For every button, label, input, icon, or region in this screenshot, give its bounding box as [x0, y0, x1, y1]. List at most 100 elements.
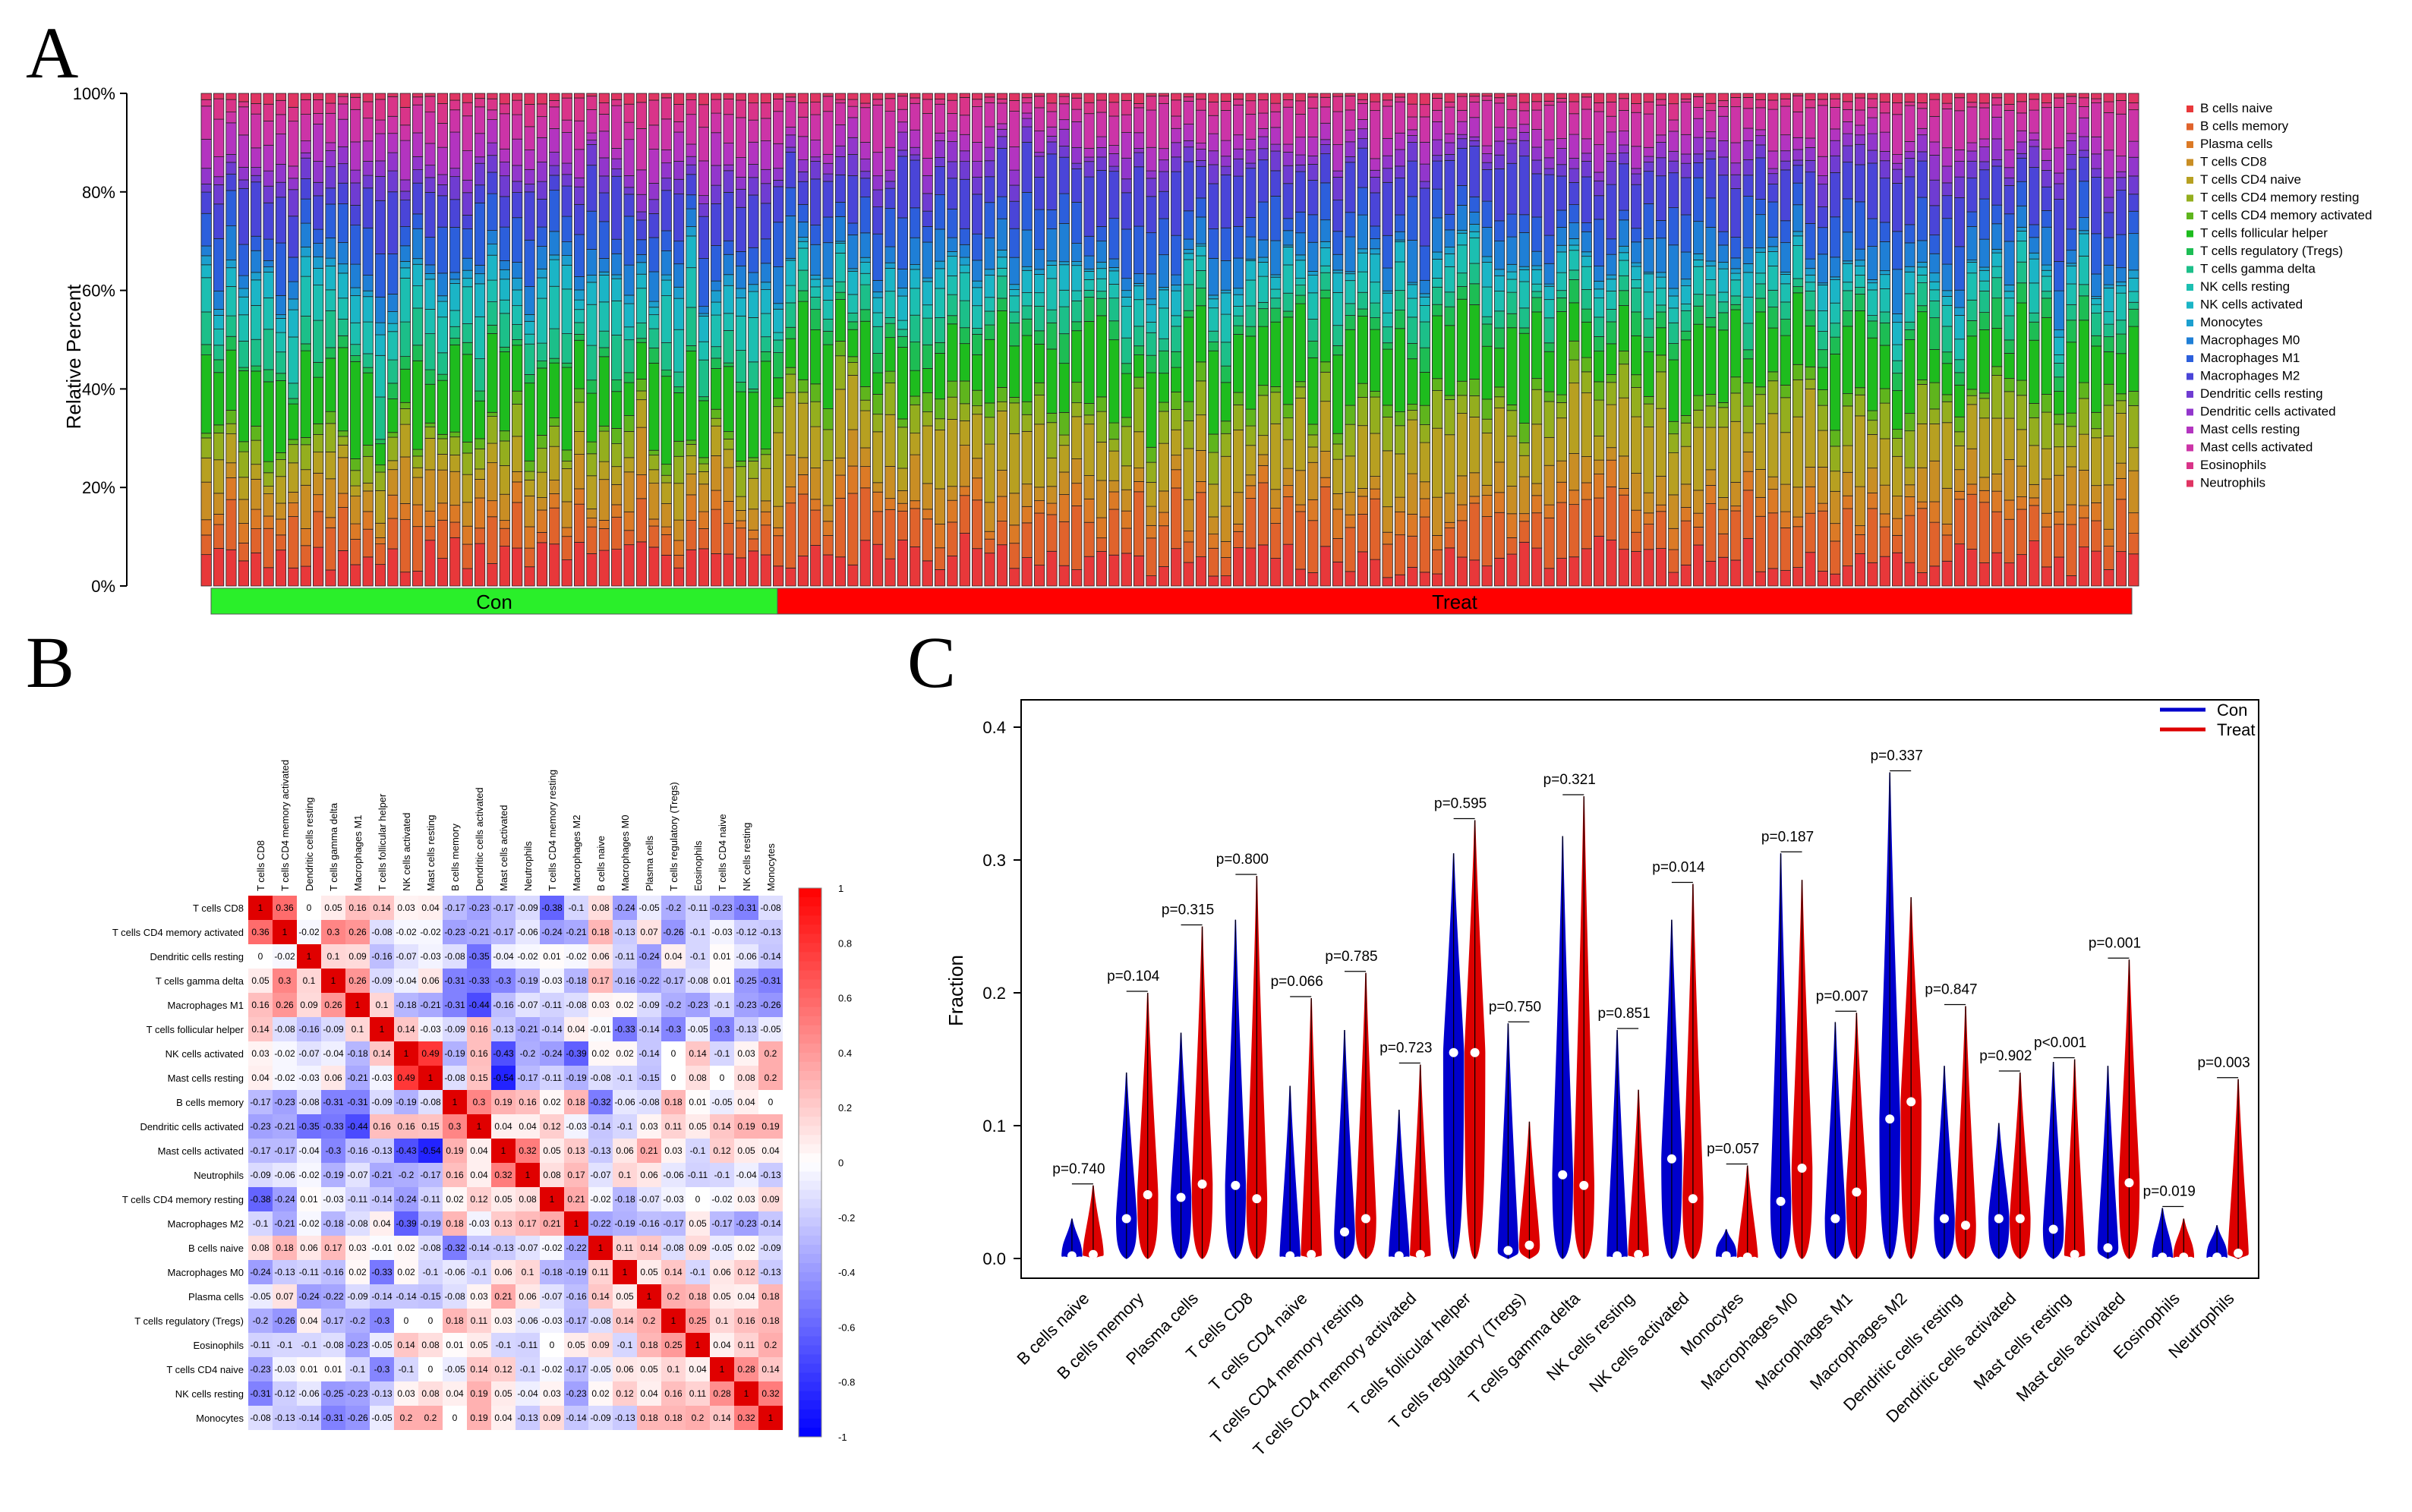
panel-a-bar-segment — [1357, 383, 1369, 398]
panel-a-bar-segment — [1742, 349, 1754, 360]
panel-a-bar-segment — [2115, 285, 2127, 294]
panel-a-bar-segment — [1941, 534, 1953, 562]
panel-a-bar-segment — [1817, 105, 1828, 157]
panel-a-bar-segment — [1717, 100, 1729, 107]
panel-a-bar-segment — [449, 471, 461, 506]
panel-b-cell-value: -0.22 — [590, 1218, 611, 1229]
panel-b-cell-value: 0.11 — [665, 1121, 683, 1132]
panel-b-cell-value: 0.06 — [616, 1364, 634, 1375]
panel-a-bar-segment — [1096, 298, 1108, 317]
panel-a-bar-segment — [735, 528, 747, 559]
panel-a-bar-segment — [810, 279, 821, 288]
panel-a-bar-segment — [1370, 329, 1381, 392]
panel-b-cell-value: 1 — [452, 1097, 458, 1107]
panel-a-bar-segment — [1320, 265, 1331, 273]
panel-a-bar-segment — [1171, 455, 1182, 471]
panel-a-bar-segment — [487, 324, 498, 334]
panel-b-cell-value: 0.06 — [713, 1267, 731, 1277]
panel-a-bar-segment — [1755, 107, 1767, 131]
panel-a-bar-segment — [213, 309, 225, 316]
panel-a-bar-segment — [1817, 389, 1828, 406]
panel-a-bar-segment — [2004, 103, 2015, 111]
panel-a-bar-segment — [934, 194, 946, 230]
panel-a-bar-segment — [1805, 552, 1816, 587]
panel-b-colorbar-tick: 1 — [838, 883, 843, 894]
panel-a-bar-segment — [1506, 143, 1518, 164]
panel-a-bar-segment — [822, 173, 834, 182]
panel-a-bar-segment — [922, 411, 933, 427]
panel-a-bar-segment — [1606, 343, 1617, 375]
panel-a-bar-segment — [1432, 535, 1443, 550]
panel-b-cell — [710, 920, 734, 944]
panel-a-bar-segment — [2053, 199, 2065, 262]
panel-b-cell — [467, 1406, 491, 1430]
panel-b-cell — [443, 1236, 467, 1260]
panel-b-colorbar-step — [799, 1107, 821, 1117]
panel-b-cell-value: -0.13 — [760, 1267, 781, 1277]
panel-a-bar-segment — [1792, 182, 1804, 206]
panel-a-bar-segment — [1581, 222, 1592, 232]
panel-a-bar-segment — [462, 115, 473, 152]
panel-a-bar-segment — [834, 355, 847, 390]
panel-a-bar-segment — [1830, 140, 1841, 156]
panel-b-correlation-heatmap: 1 0.36 0 0.05 0.16 0.14 0.03 0.04 -0.17 -0.23 -0.1… — [112, 760, 856, 1443]
panel-a-bar-segment — [2053, 261, 2065, 291]
panel-a-bar-segment — [698, 216, 709, 259]
panel-a-bar-segment — [399, 260, 411, 269]
panel-a-bar-segment — [1232, 294, 1244, 307]
panel-a-bar-segment — [350, 204, 361, 226]
panel-a-bar-segment — [1929, 424, 1941, 461]
panel-a-bar-segment — [1033, 131, 1045, 153]
panel-a-bar-segment — [1096, 442, 1108, 481]
panel-a-bar-segment — [1071, 483, 1083, 506]
panel-a-bar-segment — [1357, 425, 1369, 489]
panel-a-bar-segment — [1257, 435, 1269, 455]
panel-a-bar-segment — [1133, 481, 1145, 493]
panel-a-bar-segment — [797, 237, 809, 242]
panel-a-bar-segment — [1083, 176, 1095, 237]
panel-a-bar-segment — [387, 311, 399, 324]
panel-b-cell-value: 0.26 — [348, 927, 367, 937]
panel-a-bar-segment — [1730, 279, 1742, 297]
panel-a-bar-segment — [785, 101, 796, 128]
panel-a-bar-segment — [859, 410, 871, 449]
panel-a-bar-segment — [1904, 176, 1915, 225]
panel-b-cell-value: -0.06 — [517, 927, 538, 937]
panel-a-bar-segment — [251, 509, 262, 529]
panel-b-cell-value: 1 — [404, 1048, 409, 1059]
panel-a-bar-segment — [1817, 184, 1828, 207]
panel-a-bar-segment — [1481, 200, 1493, 228]
panel-b-cell — [758, 1139, 783, 1163]
panel-a-bar-segment — [785, 151, 796, 188]
panel-a-bar-segment — [1879, 526, 1890, 557]
panel-c-violin-con-median — [1940, 1214, 1949, 1224]
panel-a-bar-segment — [412, 571, 424, 587]
panel-a-bar-segment — [1033, 249, 1045, 270]
panel-a-bar-segment — [748, 141, 759, 165]
panel-b-cell-value: 1 — [380, 1024, 385, 1035]
panel-a-bar-segment — [1469, 102, 1480, 118]
panel-a-bar-segment — [2091, 428, 2102, 439]
panel-a-bar-segment — [1046, 260, 1058, 266]
panel-b-cell-value: 0 — [720, 1073, 725, 1083]
panel-b-cell-value: 0 — [671, 1073, 676, 1083]
panel-a-bar-segment — [2016, 282, 2028, 304]
panel-b-cell-value: -0.11 — [421, 1194, 441, 1205]
panel-a-bar-segment — [897, 121, 909, 133]
panel-b-cell-value: -0.1 — [520, 1364, 536, 1375]
panel-b-cell — [613, 1163, 637, 1187]
panel-b-cell-value: -0.02 — [298, 1170, 320, 1180]
panel-a-bar-segment — [1021, 318, 1033, 336]
panel-a-bar-segment — [312, 452, 324, 474]
panel-a-legend-swatch — [2187, 444, 2193, 452]
panel-a-bar-segment — [1083, 93, 1095, 103]
panel-b-cell — [661, 1211, 686, 1236]
panel-b-cell-value: 0.49 — [421, 1048, 440, 1059]
panel-a-bar-segment — [1021, 126, 1033, 143]
panel-b-cell-value: 0.16 — [737, 1315, 755, 1326]
panel-a-bar-segment — [1257, 112, 1269, 129]
panel-a-bar-segment — [437, 519, 449, 559]
panel-a-bar-segment — [1121, 290, 1132, 298]
panel-a-bar-segment — [1357, 214, 1369, 250]
panel-a-bar-segment — [760, 140, 771, 170]
